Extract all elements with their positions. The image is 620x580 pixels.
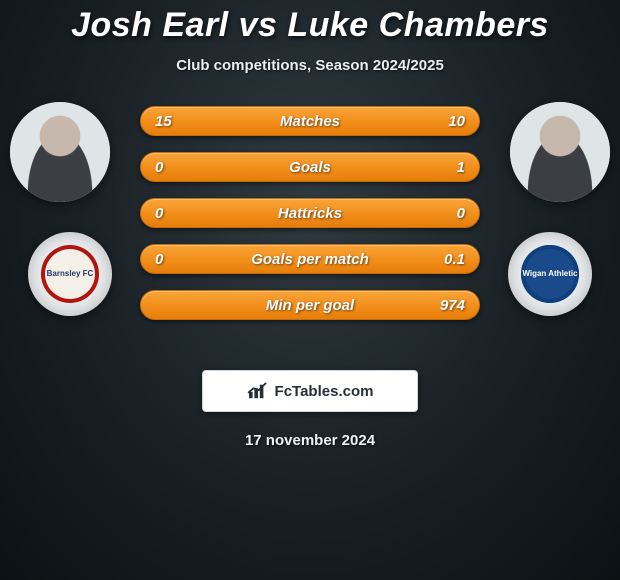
stat-label: Matches xyxy=(280,113,340,130)
avatar-placeholder-icon xyxy=(10,102,110,202)
club-badge-icon: Wigan Athletic xyxy=(521,245,580,304)
bar-chart-icon xyxy=(247,382,269,400)
player-left-avatar xyxy=(10,102,110,202)
player-right-avatar xyxy=(510,102,610,202)
stat-bar: 0 Goals per match 0.1 xyxy=(140,244,480,274)
comparison-arena: Barnsley FC Wigan Athletic 15 Matches 10… xyxy=(0,102,620,352)
club-right-badge: Wigan Athletic xyxy=(508,232,592,316)
stat-label: Min per goal xyxy=(266,297,354,314)
brand-label: FcTables.com xyxy=(275,383,374,400)
club-badge-icon: Barnsley FC xyxy=(41,245,100,304)
stat-left-value: 0 xyxy=(155,205,163,222)
avatar-placeholder-icon xyxy=(510,102,610,202)
stat-right-value: 0.1 xyxy=(444,251,465,268)
club-right-label: Wigan Athletic xyxy=(522,269,577,278)
club-left-badge: Barnsley FC xyxy=(28,232,112,316)
stat-left-value: 0 xyxy=(155,251,163,268)
brand-box: FcTables.com xyxy=(202,370,418,412)
stat-right-value: 10 xyxy=(448,113,465,130)
stat-bar: 0 Hattricks 0 xyxy=(140,198,480,228)
stat-label: Goals xyxy=(289,159,331,176)
date-label: 17 november 2024 xyxy=(0,432,620,449)
club-left-label: Barnsley FC xyxy=(47,269,94,278)
stat-right-value: 0 xyxy=(457,205,465,222)
stat-label: Hattricks xyxy=(278,205,342,222)
stat-bar: 0 Goals 1 xyxy=(140,152,480,182)
stat-label: Goals per match xyxy=(251,251,369,268)
page-title: Josh Earl vs Luke Chambers xyxy=(0,6,620,45)
stat-right-value: 1 xyxy=(457,159,465,176)
stat-left-value: 0 xyxy=(155,159,163,176)
stat-bars: 15 Matches 10 0 Goals 1 0 Hattricks 0 0 … xyxy=(140,106,480,320)
stat-left-value: 15 xyxy=(155,113,172,130)
subtitle: Club competitions, Season 2024/2025 xyxy=(0,57,620,74)
stat-right-value: 974 xyxy=(440,297,465,314)
stat-bar: Min per goal 974 xyxy=(140,290,480,320)
stat-bar: 15 Matches 10 xyxy=(140,106,480,136)
